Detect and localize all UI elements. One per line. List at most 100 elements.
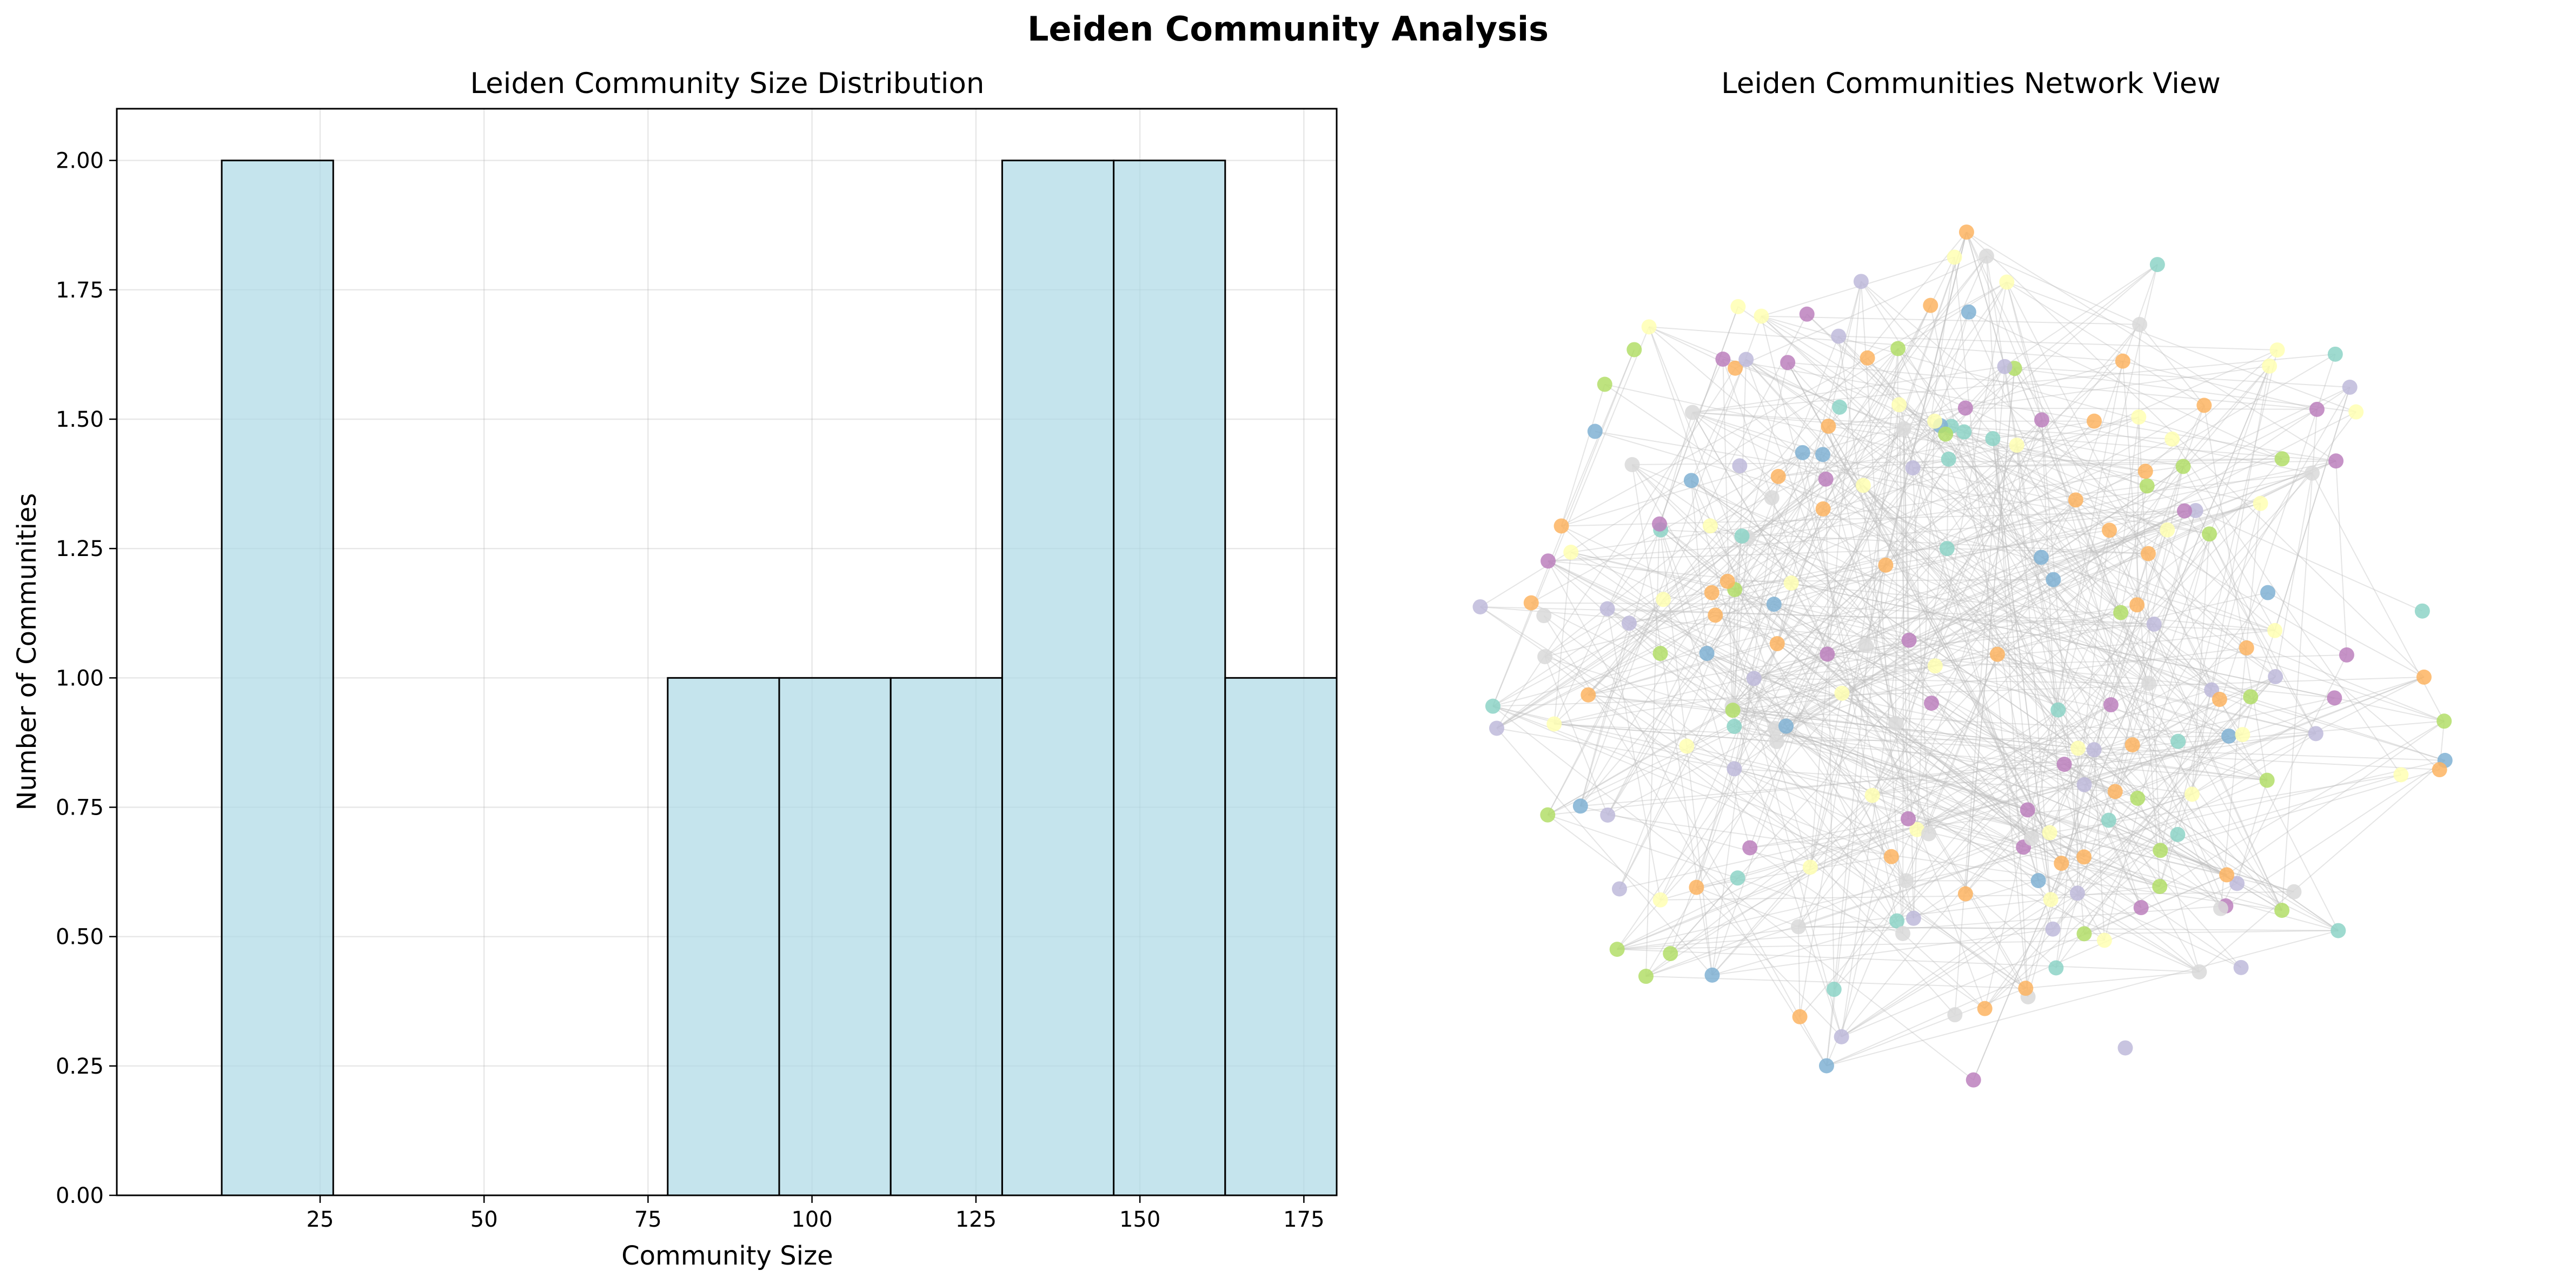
network-edge xyxy=(1548,560,2160,887)
network-edge xyxy=(2220,503,2261,909)
network-edge xyxy=(1761,315,2149,684)
network-edge xyxy=(1935,654,2347,667)
network-edge xyxy=(1748,537,2229,737)
network-edge xyxy=(1732,710,2079,749)
network-edge xyxy=(1691,480,2339,931)
network-edge xyxy=(1802,452,2079,749)
network-edge xyxy=(1732,647,2247,711)
network-edge xyxy=(1745,359,1840,408)
network-node xyxy=(2086,742,2102,758)
network-edge xyxy=(1619,784,2084,890)
network-node xyxy=(1958,224,1974,240)
network-edge xyxy=(1631,464,2238,884)
network-edge xyxy=(1707,653,2227,876)
network-edge xyxy=(1645,793,2193,977)
network-node xyxy=(1889,913,1905,929)
network-edge xyxy=(1931,703,2226,907)
network-edge xyxy=(1761,315,1946,435)
network-edge xyxy=(1734,535,1743,590)
network-edge xyxy=(1617,759,2445,950)
network-edge xyxy=(1966,231,2006,367)
network-edge xyxy=(1607,510,2185,816)
network-edge xyxy=(1838,335,1949,460)
network-edge xyxy=(2075,472,2313,501)
network-edge xyxy=(1754,630,2275,679)
network-node xyxy=(2103,697,2119,713)
network-edge xyxy=(1570,552,2316,735)
x-tick-label: 100 xyxy=(791,1207,832,1232)
network-edge xyxy=(1838,335,2278,351)
network-edge xyxy=(1913,467,2210,535)
network-node xyxy=(1818,471,1834,487)
network-node xyxy=(1832,399,1848,415)
network-node xyxy=(1905,460,1921,476)
network-edge xyxy=(1838,335,2121,613)
network-edge xyxy=(1775,728,2160,887)
network-edge xyxy=(2006,282,2042,420)
network-edge xyxy=(1935,387,2351,667)
network-edge xyxy=(1931,703,2028,811)
network-node xyxy=(1727,719,1742,735)
network-edge xyxy=(1629,510,2185,624)
network-edge xyxy=(1531,602,1774,605)
network-edge xyxy=(1973,366,2270,1081)
network-edge xyxy=(1774,416,2139,605)
network-edge xyxy=(1632,464,2316,735)
network-node xyxy=(2233,960,2249,975)
network-edge xyxy=(1732,710,2243,736)
network-edge xyxy=(1496,583,1792,729)
network-edge xyxy=(1492,326,1650,707)
network-edge xyxy=(1645,676,2425,977)
network-node xyxy=(2096,932,2112,948)
network-edge xyxy=(2083,416,2140,857)
network-node xyxy=(2274,451,2290,467)
network-edge xyxy=(1696,856,1891,888)
network-edge xyxy=(1963,432,2085,857)
network-edge xyxy=(1754,612,2121,679)
network-edge xyxy=(2274,387,2351,631)
network-edge xyxy=(1798,926,2339,931)
network-node xyxy=(1727,761,1742,777)
network-edge xyxy=(1906,654,1998,881)
network-edge xyxy=(2225,760,2446,907)
network-node xyxy=(1966,1072,1981,1088)
network-edge xyxy=(1496,727,1735,770)
network-edge xyxy=(1775,728,2200,972)
network-node xyxy=(2107,784,2123,799)
network-node xyxy=(1858,638,1874,653)
y-tick-label: 0.50 xyxy=(56,925,104,950)
network-edge xyxy=(1732,665,1936,707)
network-node xyxy=(2132,316,2148,332)
network-edge xyxy=(1631,464,2051,900)
network-edge xyxy=(1691,480,2339,931)
network-edge xyxy=(1861,281,2440,770)
network-edge xyxy=(1492,502,2261,707)
network-edge xyxy=(1798,926,2053,930)
network-edge xyxy=(1992,438,2051,900)
network-edge xyxy=(2160,769,2440,851)
network-edge xyxy=(1734,768,2200,972)
network-edge xyxy=(1607,348,1898,816)
network-edge xyxy=(1707,653,2105,941)
network-edge xyxy=(1544,656,1609,816)
network-edge xyxy=(1711,592,1777,742)
network-node xyxy=(1702,518,1718,534)
network-edge xyxy=(2132,676,2276,746)
network-edge xyxy=(1480,606,1909,641)
network-edge xyxy=(2061,863,2160,887)
network-edge xyxy=(1860,281,1904,934)
network-edge xyxy=(1946,459,1949,549)
network-edge xyxy=(1588,599,1664,696)
network-edge xyxy=(1809,231,1967,868)
network-node xyxy=(2327,690,2342,706)
network-edge xyxy=(2006,281,2205,406)
network-edge xyxy=(1571,466,2183,553)
network-node xyxy=(2342,379,2358,395)
network-edge xyxy=(1617,676,2276,950)
network-edge xyxy=(2122,360,2318,410)
network-edge xyxy=(1588,694,2267,781)
network-edge xyxy=(2335,461,2347,655)
network-edge xyxy=(1570,552,1755,679)
network-node xyxy=(1742,840,1758,856)
network-edge xyxy=(1997,529,2168,655)
